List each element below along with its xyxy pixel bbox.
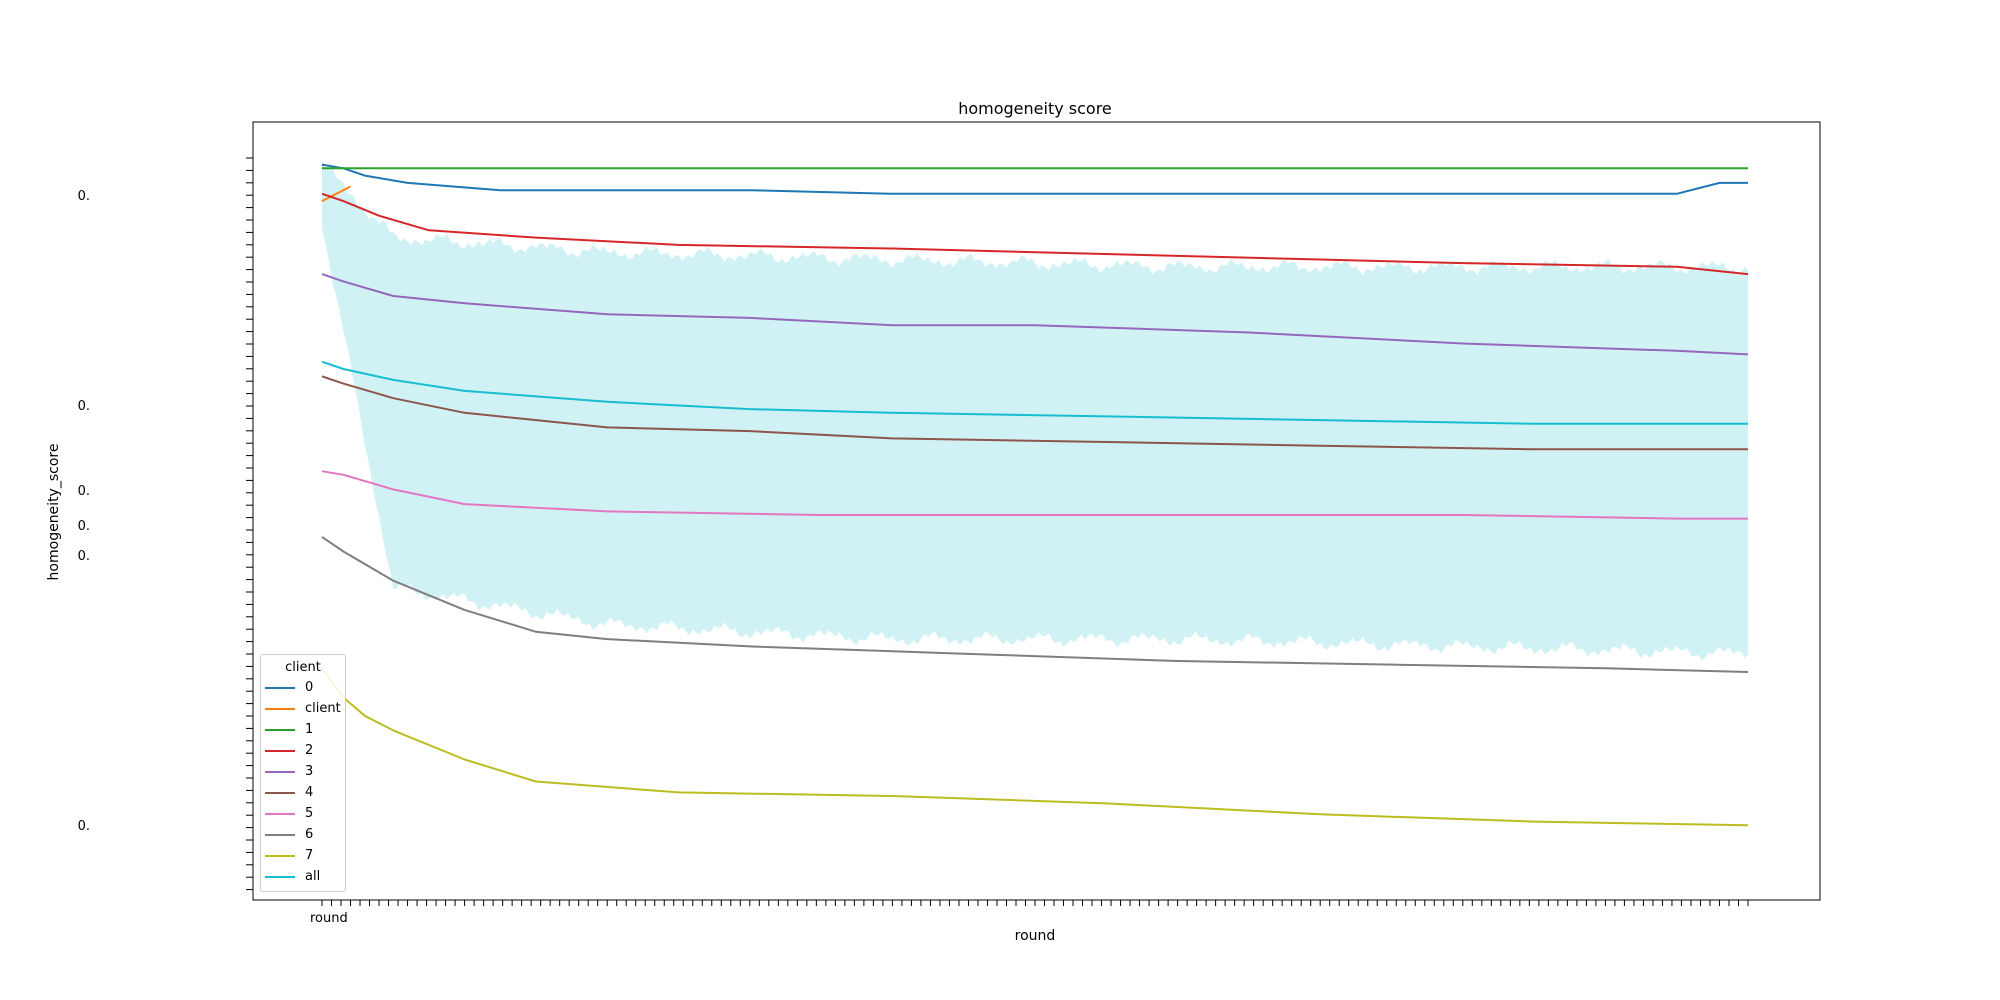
- legend-label-client: client: [305, 701, 341, 716]
- series-line-3: [321, 273, 1749, 356]
- legend-label-3: 3: [305, 764, 314, 779]
- legend-label-all: all: [305, 869, 321, 884]
- legend-item-1: 1: [261, 719, 345, 740]
- legend-label-0: 0: [305, 680, 314, 695]
- legend-line-5: [265, 812, 295, 815]
- legend-line-1: [265, 728, 295, 731]
- y-axis-label: homogeneity_score: [46, 444, 62, 581]
- series-line-all: [321, 360, 1748, 425]
- legend-line-7: [265, 854, 295, 857]
- y-tick-label: 0.: [78, 819, 90, 834]
- series-line-2: [321, 192, 1749, 276]
- x-tick-label: round: [310, 911, 348, 926]
- legend-item-0: 0: [261, 677, 345, 698]
- legend-line-client: [265, 707, 295, 710]
- axes-frame: [252, 121, 1821, 901]
- y-tick-label: 0.: [78, 549, 90, 564]
- confidence-band-all: [322, 161, 1748, 661]
- series-line-4: [321, 375, 1748, 451]
- legend-item-7: 7: [261, 845, 345, 866]
- legend-line-0: [265, 686, 295, 689]
- legend-item-3: 3: [261, 761, 345, 782]
- legend-item-client: client: [261, 698, 345, 719]
- legend-line-all: [265, 875, 295, 878]
- legend-item-all: all: [261, 866, 345, 887]
- y-tick-label: 0.: [78, 399, 90, 414]
- legend-line-2: [265, 749, 295, 752]
- series-line-client: [321, 185, 351, 202]
- legend-label-7: 7: [305, 848, 314, 863]
- legend-line-4: [265, 791, 295, 794]
- legend-line-3: [265, 770, 295, 773]
- legend-label-6: 6: [305, 827, 314, 842]
- legend-item-4: 4: [261, 782, 345, 803]
- legend-item-6: 6: [261, 824, 345, 845]
- legend-item-2: 2: [261, 740, 345, 761]
- legend-label-1: 1: [305, 722, 314, 737]
- series-line-0: [321, 163, 1748, 195]
- series-line-5: [321, 470, 1748, 520]
- legend-label-2: 2: [305, 743, 314, 758]
- y-tick-label: 0.: [78, 484, 90, 499]
- legend-line-6: [265, 833, 295, 836]
- legend-title: client: [285, 660, 321, 675]
- legend-item-5: 5: [261, 803, 345, 824]
- y-tick-label: 0.: [78, 519, 90, 534]
- x-axis-label: round: [1015, 928, 1056, 944]
- legend-label-4: 4: [305, 785, 314, 800]
- legend: client 0 client 1 2 3 4 5 6 7 all: [260, 654, 346, 892]
- legend-label-5: 5: [305, 806, 314, 821]
- y-tick-label: 0.: [78, 189, 90, 204]
- series-line-6: [321, 536, 1749, 673]
- series-line-7: [321, 667, 1749, 827]
- chart-title: homogeneity score: [958, 99, 1112, 118]
